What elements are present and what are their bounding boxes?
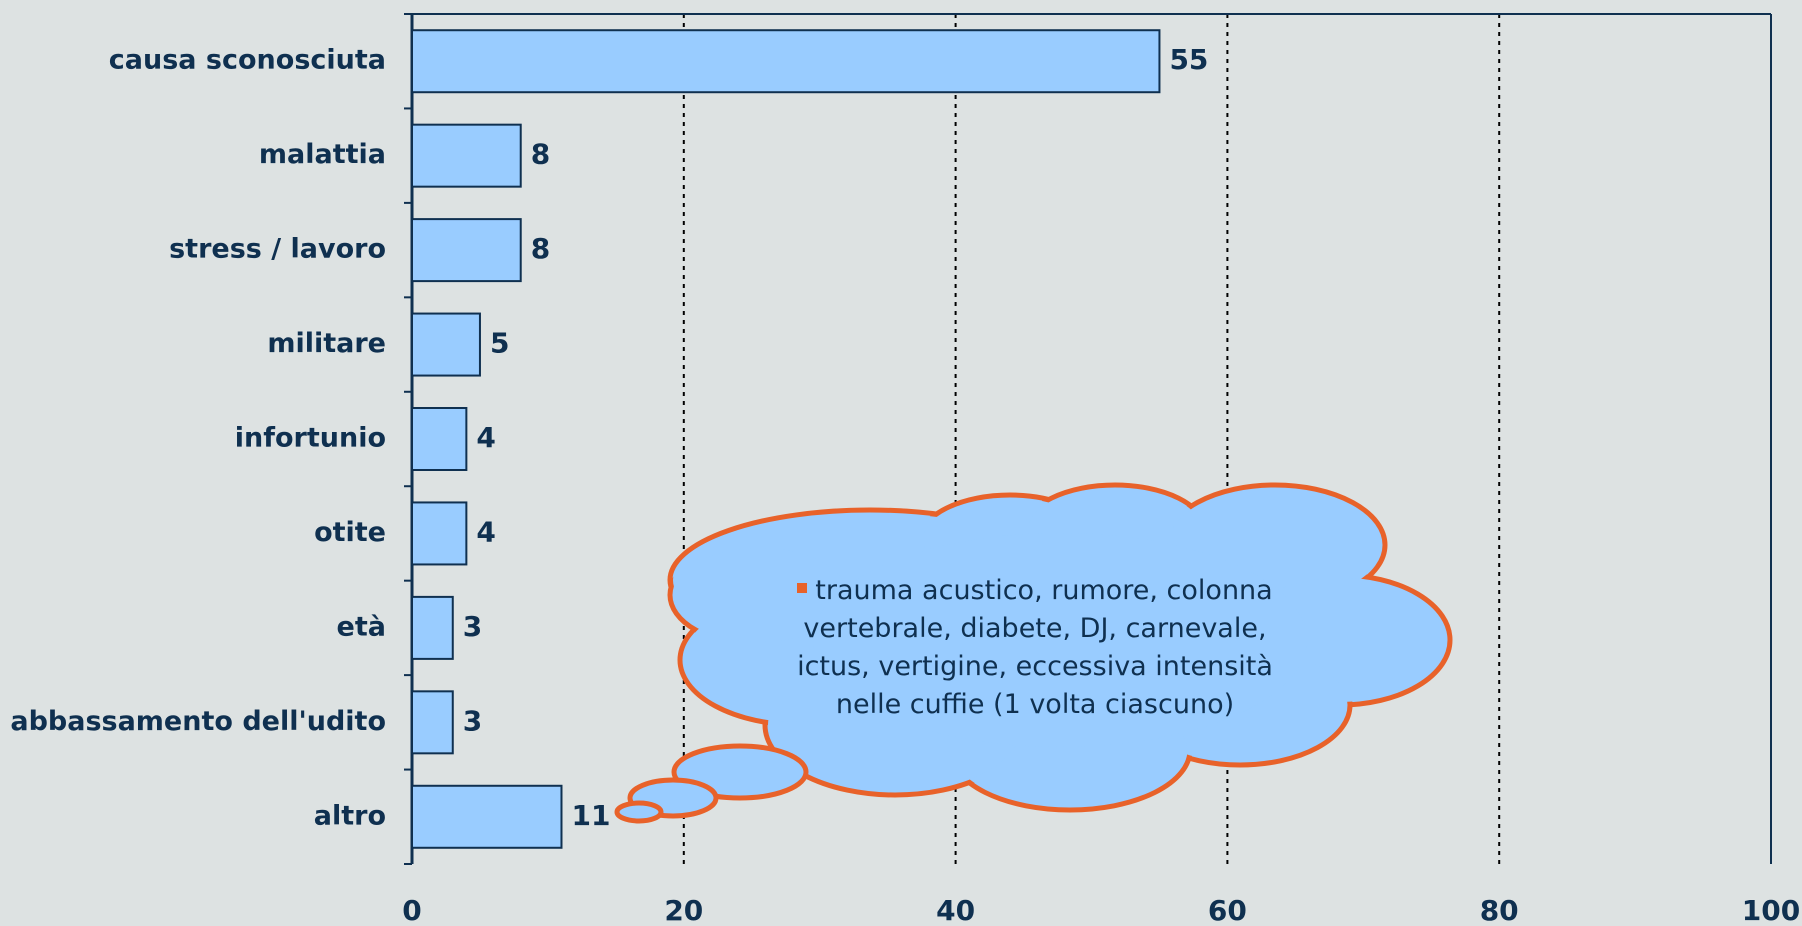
y-tick-label: causa sconosciuta — [109, 45, 386, 76]
x-tick-label: 60 — [1208, 894, 1247, 926]
value-label: 3 — [463, 610, 482, 643]
x-tick-label: 100 — [1742, 894, 1800, 926]
bullet — [797, 583, 808, 593]
x-tick-label: 80 — [1480, 894, 1519, 926]
x-tick-label: 40 — [936, 894, 975, 926]
y-tick-label: otite — [314, 517, 386, 548]
bar — [411, 312, 481, 377]
value-label: 11 — [571, 799, 610, 832]
bar — [411, 784, 563, 849]
value-label: 8 — [531, 138, 550, 171]
y-tick-label: stress / lavoro — [169, 234, 386, 265]
x-tick-label: 0 — [402, 894, 421, 926]
y-tick-label: età — [337, 611, 386, 642]
callout-cloud — [614, 482, 1453, 824]
y-tick-label: infortunio — [235, 423, 386, 454]
value-label: 55 — [1169, 43, 1208, 76]
y-tick-label: altro — [314, 800, 386, 831]
value-label: 3 — [463, 704, 482, 737]
bar — [411, 407, 468, 471]
y-tick-label: malattia — [259, 139, 386, 170]
bar — [411, 595, 454, 660]
cloud-bubble — [614, 800, 664, 824]
value-label: 4 — [476, 515, 495, 548]
y-tick-label: abbassamento dell'udito — [10, 706, 386, 737]
annotation-box: trauma acustico, rumore, colonna vertebr… — [790, 572, 1280, 724]
x-tick-label: 20 — [664, 894, 703, 926]
bar — [411, 501, 468, 566]
cloud-fill — [813, 533, 1307, 747]
bar — [411, 218, 522, 283]
annotation: trauma acustico, rumore, colonna vertebr… — [797, 575, 1273, 720]
value-label: 5 — [490, 327, 509, 360]
bar — [411, 123, 522, 188]
value-label: 8 — [531, 232, 550, 265]
cloud-fill — [673, 548, 847, 642]
bar — [411, 29, 1161, 94]
y-tick-label: militare — [267, 328, 386, 359]
value-label: 4 — [476, 421, 495, 454]
bar — [411, 690, 454, 755]
